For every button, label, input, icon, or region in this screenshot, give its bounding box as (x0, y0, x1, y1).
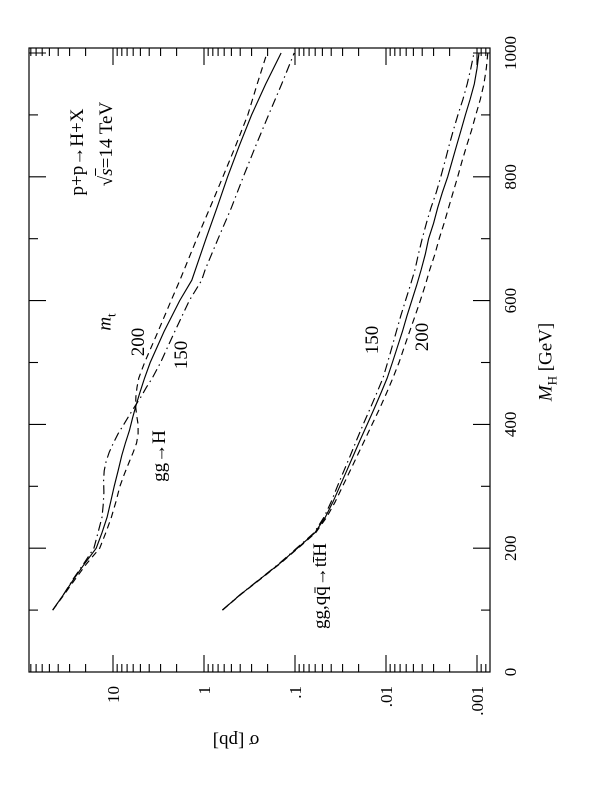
ggH-mt200-label: 200 (128, 327, 149, 357)
x-axis-title: MH [GeV] (536, 323, 561, 402)
ttH-mt150-label: 150 (362, 325, 383, 355)
svg-text:400: 400 (501, 412, 520, 438)
y-axis-ticks (30, 48, 487, 672)
svg-text:0: 0 (501, 668, 520, 677)
svg-text:800: 800 (501, 164, 520, 190)
x-axis-unit: [GeV] (535, 322, 557, 377)
svg-text:1: 1 (195, 686, 214, 695)
curves (52, 52, 489, 611)
svg-text:10: 10 (104, 686, 123, 703)
curve-ggH_mt150 (52, 52, 295, 611)
mt-base: m (94, 316, 116, 331)
x-axis-ticks (29, 52, 490, 673)
svg-text:600: 600 (501, 288, 520, 314)
svg-text:.01: .01 (377, 686, 396, 707)
svg-text:200: 200 (501, 535, 520, 561)
x-axis-symbol-sub: H (544, 376, 560, 386)
y-tick-labels: 10 1 .1 .01 .001 (104, 686, 487, 716)
mt-sub: t (103, 313, 119, 317)
svg-text:.001: .001 (468, 686, 487, 716)
svg-text:1000: 1000 (501, 36, 520, 70)
mt-header-label: mt (95, 313, 120, 330)
ggH-process-label: gg→H (149, 430, 170, 482)
process-title: p+p→H+X (67, 108, 88, 196)
curve-ttH_mt150 (221, 52, 475, 611)
curve-ttH_mt200 (222, 52, 489, 611)
energy-label: √s=14 TeV (96, 102, 118, 186)
ttH-mt200-label: 200 (412, 322, 433, 352)
sqrt-sign: √ (96, 175, 117, 187)
svg-text:.1: .1 (286, 686, 305, 699)
ggH-mt150-label: 150 (171, 340, 192, 370)
energy-value: =14 TeV (96, 101, 117, 169)
y-axis-title: σ [pb] (212, 730, 260, 751)
sqrt-arg: s (96, 168, 117, 176)
plot-frame (28, 47, 491, 673)
x-tick-labels: 0 200 400 600 800 1000 (501, 36, 520, 676)
curve-ggH_mt200 (52, 52, 268, 611)
ttH-process-label: gg,qq̄→tt̄H (310, 542, 331, 630)
x-axis-symbol: M (535, 385, 557, 402)
curve-ggH_solid (52, 52, 282, 611)
curve-ttH_solid (222, 52, 480, 611)
